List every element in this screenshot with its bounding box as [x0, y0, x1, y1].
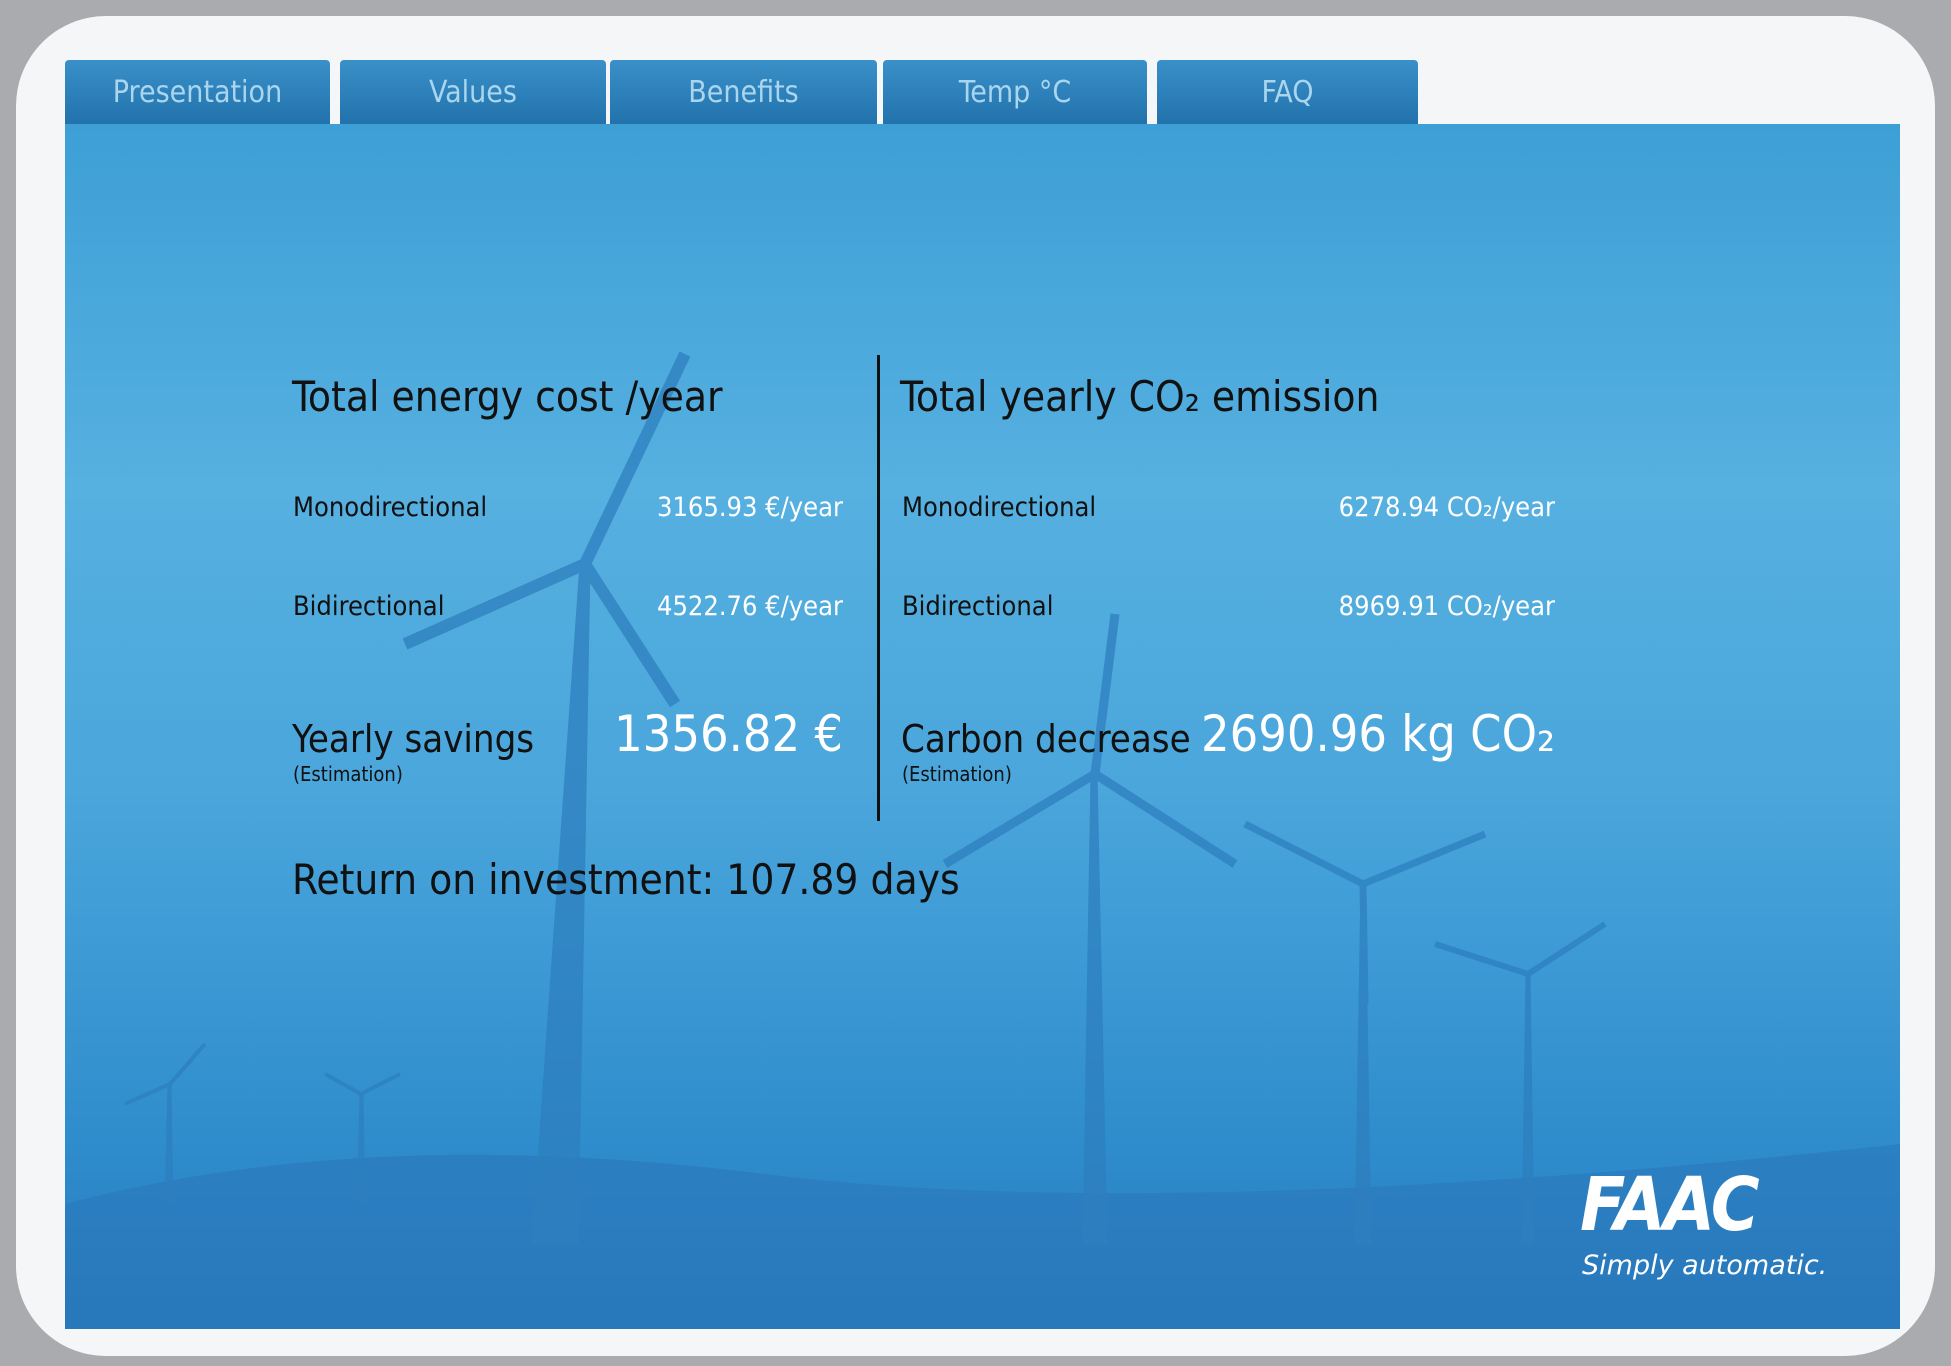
summary-value: 2690.96 kg CO₂: [1201, 705, 1555, 763]
value: 1356.82: [614, 705, 800, 763]
unit: €/year: [765, 591, 843, 622]
value: 6278.94: [1339, 492, 1439, 523]
section-title: Total yearly CO₂ emission: [900, 372, 1379, 421]
screen: Presentation Values Benefits Temp °C FAQ…: [0, 0, 1951, 1366]
tab[interactable]: Presentation: [65, 60, 330, 124]
summary-value: 1356.82 €: [614, 705, 843, 763]
row-label: Bidirectional: [902, 591, 1053, 622]
tab[interactable]: Temp °C: [883, 60, 1147, 124]
logo-slogan: Simply automatic.: [1582, 1250, 1827, 1281]
value: 4522.76: [657, 591, 757, 622]
roi: Return on investment: 107.89 days: [292, 855, 960, 904]
summary-label: Yearly savings: [292, 717, 534, 761]
unit: kg CO₂: [1401, 705, 1555, 763]
tab[interactable]: FAQ: [1157, 60, 1418, 124]
tab[interactable]: Benefits: [610, 60, 877, 124]
row-label: Monodirectional: [293, 492, 487, 523]
logo-brand: FAAC: [1580, 1168, 1758, 1242]
row-value: 8969.91 CO₂/year: [1339, 591, 1555, 622]
divider: [877, 355, 880, 821]
value: 8969.91: [1339, 591, 1439, 622]
tab[interactable]: Values: [340, 60, 606, 124]
row-value: 6278.94 CO₂/year: [1339, 492, 1555, 523]
unit: €/year: [765, 492, 843, 523]
row-label: Bidirectional: [293, 591, 444, 622]
row-label: Monodirectional: [902, 492, 1096, 523]
value: 3165.93: [657, 492, 757, 523]
unit: CO₂/year: [1447, 591, 1555, 622]
summary-note: (Estimation): [293, 762, 403, 786]
unit: CO₂/year: [1447, 492, 1555, 523]
section-title: Total energy cost /year: [292, 372, 723, 421]
row-value: 4522.76 €/year: [657, 591, 843, 622]
unit: €: [814, 705, 843, 763]
row-value: 3165.93 €/year: [657, 492, 843, 523]
summary-label: Carbon decrease: [901, 717, 1191, 761]
summary-note: (Estimation): [902, 762, 1012, 786]
value: 2690.96: [1201, 705, 1387, 763]
